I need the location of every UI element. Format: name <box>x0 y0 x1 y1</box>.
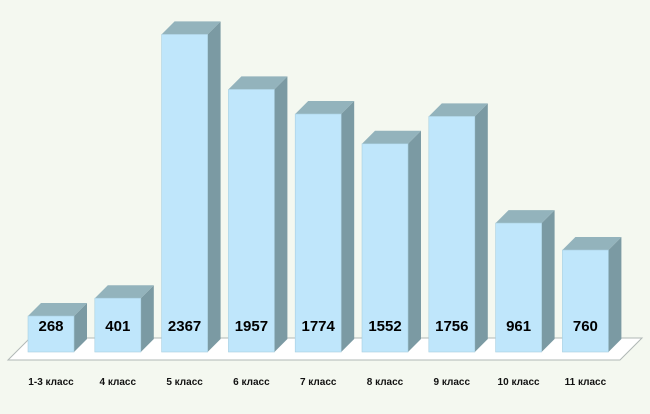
bar-top <box>28 303 87 317</box>
bar-2: 401 <box>94 285 154 353</box>
bar-6: 1552 <box>361 130 421 353</box>
bar-side <box>474 103 488 352</box>
bar-1: 268 <box>27 303 87 353</box>
bar-top <box>295 100 355 114</box>
bar-value-label: 268 <box>38 318 63 335</box>
category-label: 1-3 класс <box>28 377 74 388</box>
bar-side <box>274 76 288 352</box>
bar-front <box>161 34 208 353</box>
bar-front <box>428 116 476 353</box>
category-label: 5 класс <box>166 377 203 388</box>
bar-top <box>161 21 221 35</box>
bar-top <box>94 285 154 299</box>
bar-value-label: 1552 <box>368 318 401 335</box>
bar-side <box>541 210 555 352</box>
bar-value-label: 1957 <box>235 318 268 335</box>
bar-front <box>228 89 275 353</box>
bar-side <box>341 100 355 352</box>
bar-side <box>608 237 622 352</box>
bar-front <box>94 297 142 353</box>
category-label: 6 класс <box>233 377 270 388</box>
bar-front <box>294 113 342 353</box>
bar-front <box>562 249 609 353</box>
bar-value-label: 401 <box>105 318 130 335</box>
category-label: 11 класс <box>565 377 607 388</box>
bar-side <box>408 130 421 352</box>
bar-5: 1774 <box>294 100 355 353</box>
bar-top <box>228 76 288 90</box>
bar-9: 760 <box>562 237 622 353</box>
category-label: 7 класс <box>300 377 337 388</box>
bar-front <box>361 143 409 353</box>
bar-value-label: 760 <box>573 318 598 335</box>
category-label: 9 класс <box>434 377 471 388</box>
category-label: 4 класс <box>100 377 137 388</box>
bar-top <box>428 103 488 117</box>
bar-front <box>27 315 75 353</box>
bar-7: 1756 <box>428 103 488 353</box>
bar-top <box>362 130 421 144</box>
bar-3: 2367 <box>161 21 221 353</box>
bar-value-label: 2367 <box>168 318 201 335</box>
category-label: 8 класс <box>367 377 404 388</box>
bar-side <box>74 303 87 352</box>
bar-top <box>562 237 622 251</box>
bar-side <box>207 21 221 353</box>
bar-4: 1957 <box>228 76 288 353</box>
bar-side <box>140 285 154 352</box>
bar-value-label: 1774 <box>302 318 336 335</box>
bar-value-label: 961 <box>506 318 531 335</box>
bar-front <box>495 222 542 353</box>
bar-8: 961 <box>495 210 555 353</box>
bar-value-label: 1756 <box>435 318 468 335</box>
bar-top <box>495 210 555 224</box>
category-label: 10 класс <box>498 377 541 388</box>
